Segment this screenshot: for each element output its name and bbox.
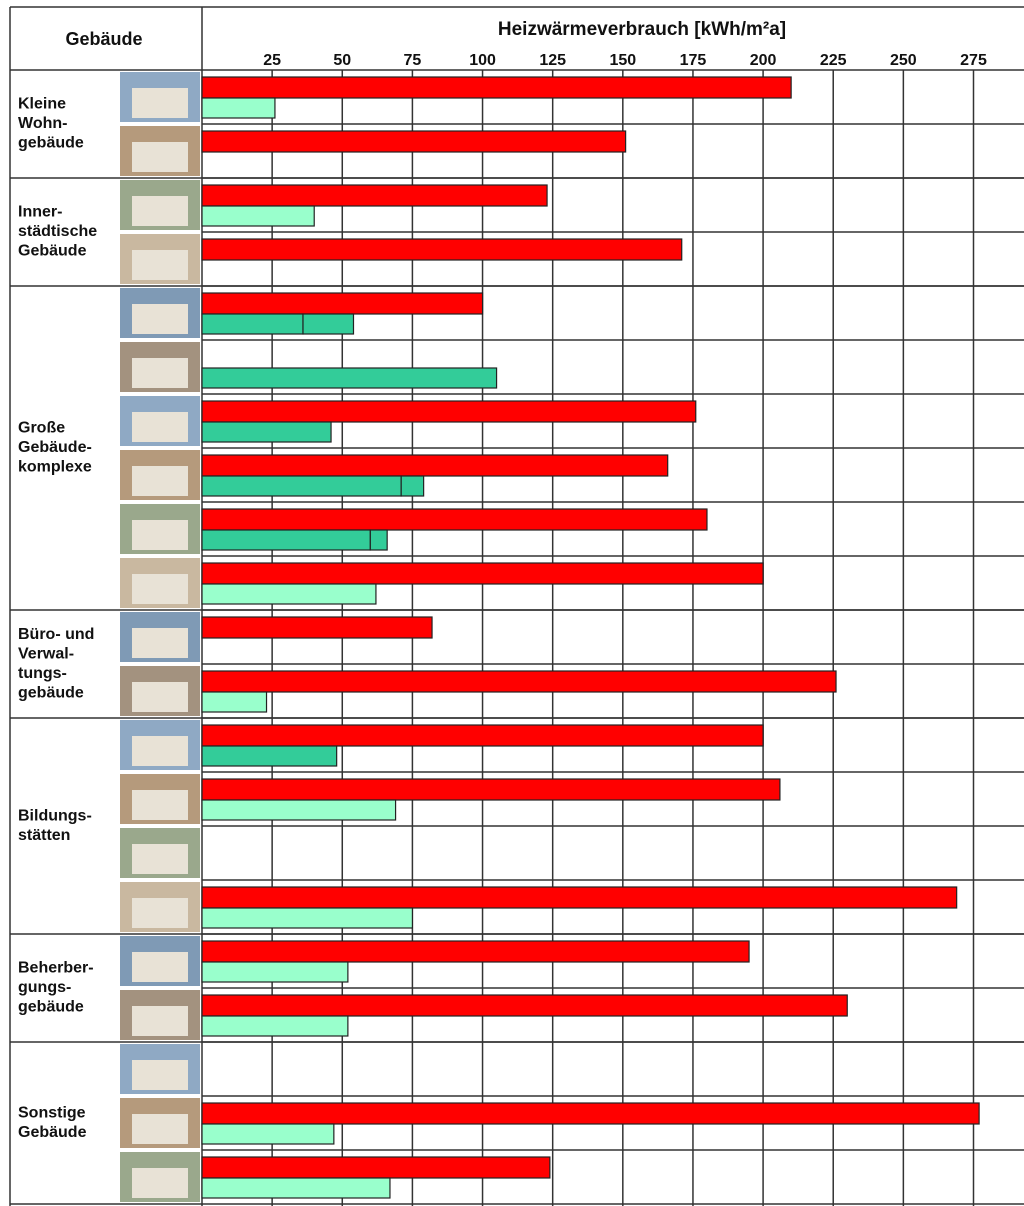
bar-after [201,421,332,443]
building-photo-facade [132,1060,188,1090]
building-photo-facade [132,412,188,442]
building-photo-facade [132,196,188,226]
bar-before [201,886,958,909]
bar-after [201,313,304,335]
group-label: tungs- [18,665,67,682]
group-label: Büro- und [18,626,94,643]
building-photo-facade [132,844,188,874]
bar-before [201,940,750,963]
building-photo-facade [132,250,188,280]
bar-after [201,961,349,983]
building-photo-facade [132,142,188,172]
bar-before [201,238,683,261]
group-label: stätten [18,827,70,844]
group-label: Verwal- [18,645,74,662]
group-label: gebäude [18,135,84,152]
bar-after [201,691,268,713]
bar-after [201,529,371,551]
group-label: Wohn- [18,115,67,132]
building-photo-facade [132,1006,188,1036]
bar-before [201,508,708,531]
building-photo-facade [132,1114,188,1144]
bar-before [201,184,548,207]
x-tick-label: 275 [960,52,987,69]
building-photo-facade [132,358,188,388]
group-label: Beherber- [18,960,94,977]
bar-before [201,1156,551,1179]
group-label: komplexe [18,459,92,476]
bar-before [201,130,627,153]
bar-before [201,778,781,801]
bar-before [201,670,837,693]
bar-after [201,907,414,929]
x-tick-label: 75 [404,52,422,69]
x-tick-label: 200 [750,52,777,69]
x-tick-label: 100 [469,52,496,69]
bar-after [201,1177,391,1199]
building-photo-facade [132,88,188,118]
bar-before [201,994,848,1017]
group-label: Gebäude [18,1124,87,1141]
building-photo-facade [132,790,188,820]
group-label: Inner- [18,204,62,221]
x-tick-label: 25 [263,52,281,69]
building-photo-facade [132,898,188,928]
column-header: Gebäude [65,29,142,49]
chart-title: Heizwärmeverbrauch [kWh/m²a] [498,19,786,40]
group-label: Gebäude [18,243,87,260]
bar-before [201,292,484,315]
group-label: Sonstige [18,1104,86,1121]
group-label: Bildungs- [18,807,92,824]
group-label: Große [18,420,65,437]
x-tick-label: 125 [539,52,566,69]
building-photo-facade [132,1168,188,1198]
bar-before [201,562,764,585]
building-photo-facade [132,682,188,712]
bar-after [400,475,425,497]
x-tick-label: 250 [890,52,917,69]
bar-after [201,799,397,821]
x-tick-label: 150 [609,52,636,69]
bar-before [201,724,764,747]
bar-after [201,1123,335,1145]
bar-after [201,97,276,119]
bar-after [201,1015,349,1037]
building-photo-facade [132,574,188,604]
building-photo-facade [132,736,188,766]
group-label: gebäude [18,999,84,1016]
bar-before [201,1102,980,1125]
building-photo-facade [132,466,188,496]
group-label: gebäude [18,684,84,701]
building-photo-facade [132,952,188,982]
building-photo-facade [132,628,188,658]
x-tick-label: 175 [680,52,707,69]
building-photo-facade [132,304,188,334]
x-tick-label: 225 [820,52,847,69]
bar-after [201,745,338,767]
bar-before [201,616,433,639]
group-label: gungs- [18,979,71,996]
bar-after [369,529,388,551]
bar-before [201,400,697,423]
group-label: Kleine [18,96,66,113]
bar-after [201,475,402,497]
building-photo-facade [132,520,188,550]
bar-after [201,367,498,389]
x-tick-label: 50 [333,52,351,69]
group-label: städtische [18,223,97,240]
group-label: Gebäude- [18,439,92,456]
bar-before [201,454,669,477]
bar-after [302,313,355,335]
bar-before [201,76,792,99]
bar-after [201,583,377,605]
bar-after [201,205,315,227]
